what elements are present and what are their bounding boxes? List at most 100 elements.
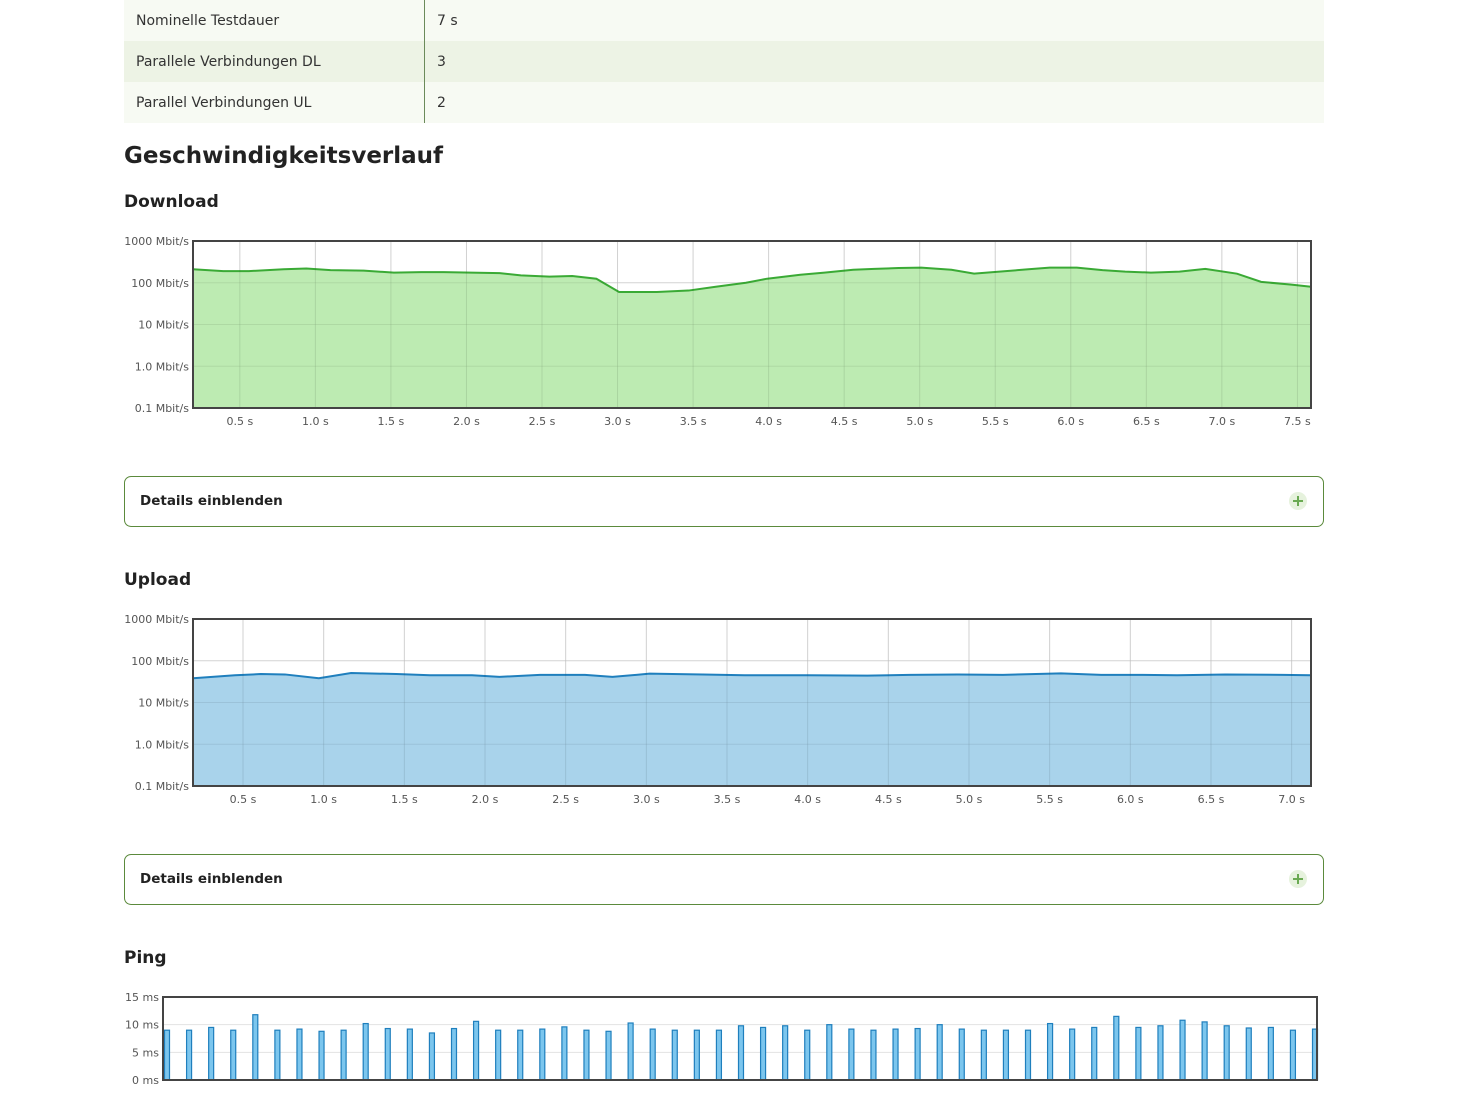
y-tick-label: 0 ms — [132, 1074, 159, 1087]
ping-bar — [958, 1028, 965, 1081]
table-row: Parallele Verbindungen DL 3 — [124, 41, 1324, 82]
ping-bar — [671, 1029, 678, 1081]
upload-details-toggle[interactable]: Details einblenden — [124, 854, 1324, 905]
x-tick-label: 2.0 s — [453, 415, 480, 428]
x-tick-label: 3.5 s — [680, 415, 707, 428]
x-tick-label: 1.0 s — [310, 793, 337, 806]
row-value: 3 — [424, 41, 1324, 82]
y-tick-label: 5 ms — [132, 1046, 159, 1059]
y-tick-label: 15 ms — [125, 991, 159, 1004]
info-table: Nominelle Testdauer 7 s Parallele Verbin… — [124, 0, 1324, 123]
download-chart: 1000 Mbit/s 100 Mbit/s 10 Mbit/s 1.0 Mbit/s… — [124, 235, 1312, 428]
test-parameters: Nominelle Testdauer 7 s Parallele Verbin… — [124, 0, 1324, 123]
ping-bar — [936, 1024, 943, 1081]
x-tick-label: 7.0 s — [1278, 793, 1305, 806]
details-label: Details einblenden — [140, 493, 283, 509]
ping-bar — [362, 1022, 369, 1081]
x-tick-label: 4.0 s — [794, 793, 821, 806]
x-tick-label: 5.0 s — [956, 793, 983, 806]
x-tick-label: 0.5 s — [226, 415, 253, 428]
ping-bar — [340, 1029, 347, 1081]
ping-bar — [583, 1029, 590, 1081]
x-tick-label: 4.5 s — [831, 415, 858, 428]
download-heading: Download — [124, 192, 219, 212]
x-tick-label: 7.0 s — [1208, 415, 1235, 428]
ping-bar — [737, 1025, 745, 1081]
y-tick-label: 1.0 Mbit/s — [135, 360, 190, 373]
ping-bar — [1267, 1026, 1274, 1081]
plot-frame — [192, 618, 1312, 787]
ping-bar — [450, 1027, 458, 1081]
x-tick-label: 4.5 s — [875, 793, 902, 806]
plot-frame — [162, 996, 1318, 1081]
ping-bar — [1135, 1026, 1142, 1081]
x-tick-label: 3.5 s — [714, 793, 741, 806]
plot-frame — [192, 240, 1312, 409]
ping-bar — [1024, 1029, 1032, 1081]
ping-bar — [826, 1024, 833, 1081]
ping-bar — [1223, 1025, 1230, 1081]
ping-bar — [296, 1028, 303, 1081]
ping-bar — [252, 1014, 259, 1081]
ping-bar — [1113, 1015, 1120, 1081]
y-tick-label: 1000 Mbit/s — [124, 613, 189, 626]
row-value: 2 — [424, 82, 1324, 123]
download-details-toggle[interactable]: Details einblenden — [124, 476, 1324, 527]
y-tick-label: 10 Mbit/s — [138, 319, 189, 332]
x-tick-label: 5.5 s — [1036, 793, 1063, 806]
ping-bar — [406, 1028, 413, 1081]
x-tick-label: 1.5 s — [391, 793, 418, 806]
ping-bar — [539, 1028, 546, 1081]
x-tick-label: 2.5 s — [529, 415, 556, 428]
ping-bar — [185, 1029, 193, 1081]
ping-bar — [495, 1029, 502, 1081]
ping-bar — [428, 1032, 436, 1081]
ping-bar — [1289, 1029, 1297, 1081]
x-tick-label: 7.5 s — [1284, 415, 1311, 428]
y-tick-label: 100 Mbit/s — [131, 277, 189, 290]
upload-heading: Upload — [124, 570, 192, 590]
ping-heading: Ping — [124, 948, 167, 968]
ping-bar — [208, 1026, 215, 1081]
ping-bar — [1201, 1021, 1208, 1081]
ping-bar — [517, 1029, 524, 1081]
ping-bar — [384, 1027, 391, 1081]
x-tick-label: 3.0 s — [604, 415, 631, 428]
plus-circle-icon — [1289, 492, 1307, 510]
ping-bar — [230, 1029, 237, 1081]
ping-bar — [1069, 1028, 1076, 1081]
x-tick-label: 0.5 s — [230, 793, 257, 806]
y-tick-label: 0.1 Mbit/s — [135, 780, 190, 793]
ping-bar — [1091, 1026, 1098, 1081]
ping-bar — [715, 1029, 723, 1081]
ping-bar — [914, 1027, 921, 1081]
y-tick-label: 0.1 Mbit/s — [135, 402, 190, 415]
section-title: Geschwindigkeitsverlauf — [124, 143, 444, 169]
ping-bar — [649, 1028, 656, 1081]
ping-bar — [605, 1030, 612, 1081]
x-tick-label: 3.0 s — [633, 793, 660, 806]
table-row: Parallel Verbindungen UL 2 — [124, 82, 1324, 123]
x-tick-label: 5.5 s — [982, 415, 1009, 428]
table-row: Nominelle Testdauer 7 s — [124, 0, 1324, 41]
series-area — [193, 267, 1311, 408]
x-tick-label: 6.5 s — [1198, 793, 1225, 806]
row-label: Nominelle Testdauer — [124, 0, 425, 41]
y-tick-label: 10 Mbit/s — [138, 697, 189, 710]
row-value: 7 s — [424, 0, 1324, 41]
row-label: Parallele Verbindungen DL — [124, 41, 425, 82]
y-tick-label: 10 ms — [125, 1019, 159, 1032]
ping-bar — [693, 1029, 700, 1081]
plus-circle-icon — [1289, 870, 1307, 888]
y-tick-label: 1000 Mbit/s — [124, 235, 189, 248]
ping-bar — [759, 1026, 767, 1081]
ping-bar — [980, 1029, 987, 1081]
ping-bar — [318, 1030, 325, 1081]
x-tick-label: 2.0 s — [472, 793, 499, 806]
ping-bar — [472, 1020, 480, 1081]
ping-bar — [1245, 1027, 1252, 1081]
series-line — [192, 266, 1312, 294]
series-line — [192, 671, 1312, 680]
ping-bar — [782, 1025, 789, 1081]
ping-bar — [627, 1022, 634, 1081]
